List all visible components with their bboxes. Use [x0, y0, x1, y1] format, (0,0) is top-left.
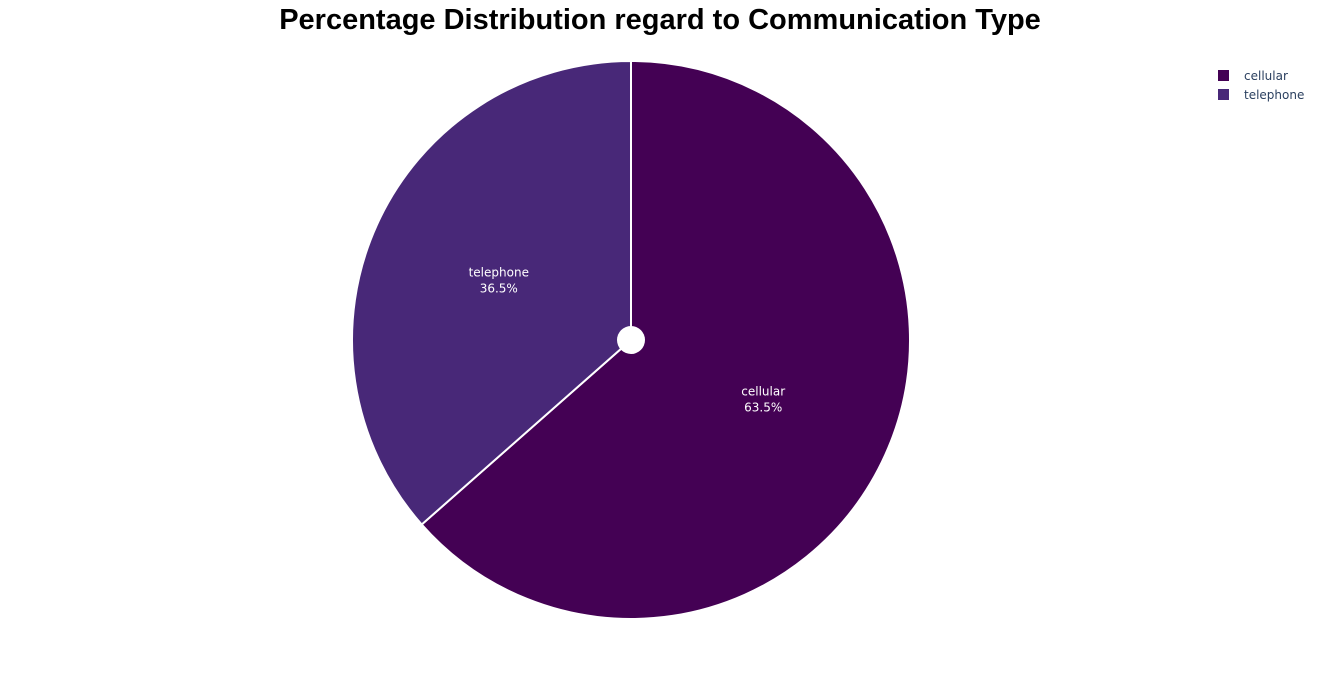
- slice-label-percent-telephone: 36.5%: [480, 281, 518, 295]
- pie-slice-cellular[interactable]: [420, 59, 911, 620]
- pie-slice-labels: cellular 63.5% telephone 36.5%: [469, 265, 786, 414]
- legend-label-telephone: telephone: [1244, 87, 1305, 102]
- pie-slice-telephone[interactable]: [351, 59, 632, 526]
- pie-slices: [351, 59, 911, 620]
- slice-label-name-cellular: cellular: [741, 385, 785, 399]
- slice-label-percent-cellular: 63.5%: [744, 401, 782, 415]
- legend: cellular telephone: [1218, 66, 1304, 104]
- pie-center-hole: [617, 326, 645, 354]
- legend-swatch-cellular: [1218, 70, 1229, 81]
- slice-label-name-telephone: telephone: [469, 265, 529, 279]
- legend-item-cellular[interactable]: cellular: [1218, 66, 1304, 85]
- legend-item-telephone[interactable]: telephone: [1218, 85, 1304, 104]
- legend-swatch-telephone: [1218, 89, 1229, 100]
- legend-label-cellular: cellular: [1244, 68, 1288, 83]
- chart-title: Percentage Distribution regard to Commun…: [279, 4, 1041, 36]
